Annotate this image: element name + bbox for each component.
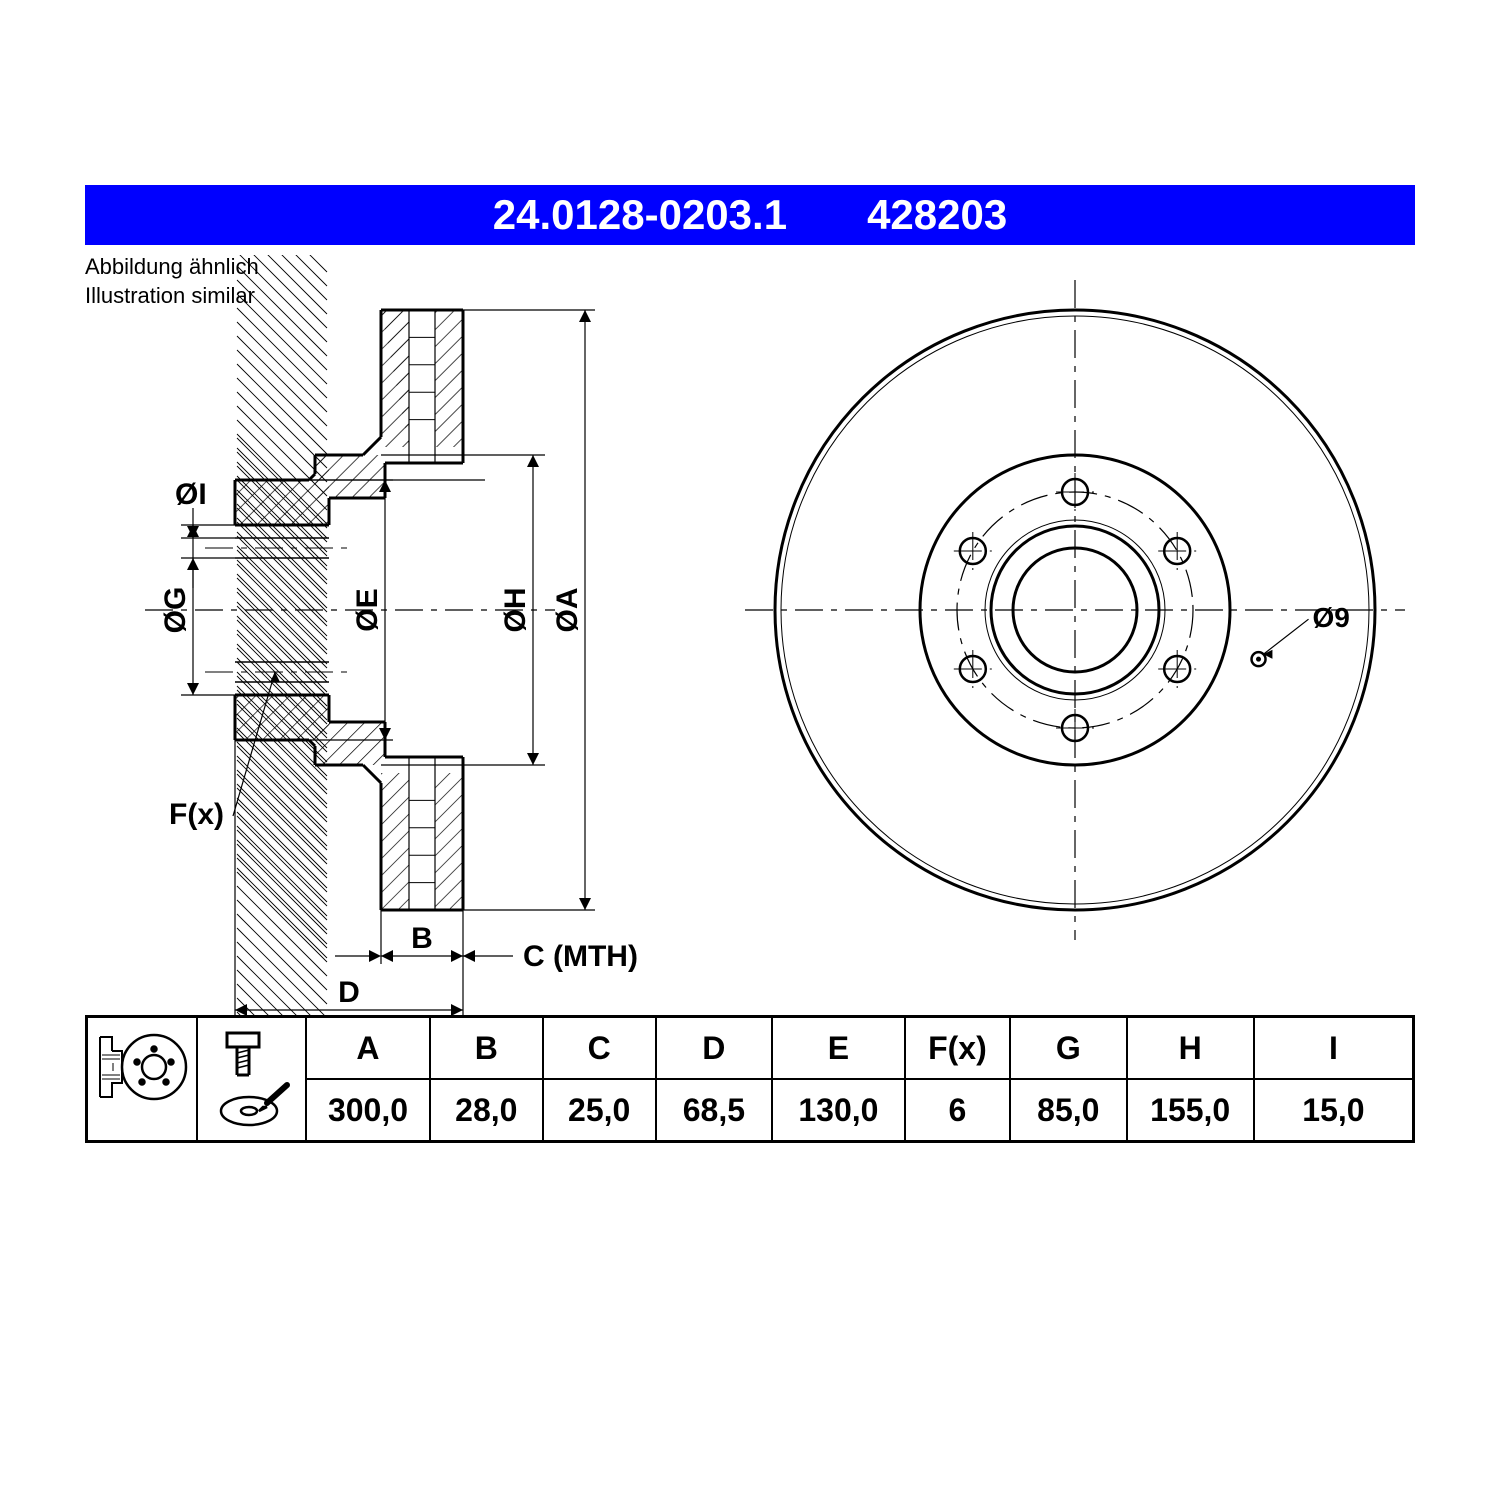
col-value: 25,0 (543, 1079, 656, 1142)
col-header: G (1010, 1017, 1126, 1080)
part-number-2: 428203 (867, 191, 1007, 239)
col-value: 85,0 (1010, 1079, 1126, 1142)
svg-text:ØI: ØI (175, 478, 207, 511)
col-header: F(x) (905, 1017, 1010, 1080)
col-header: D (656, 1017, 772, 1080)
col-value: 68,5 (656, 1079, 772, 1142)
svg-text:ØE: ØE (351, 588, 384, 631)
svg-text:ØA: ØA (551, 588, 584, 633)
svg-text:F(x): F(x) (169, 798, 224, 831)
svg-text:ØH: ØH (499, 588, 532, 633)
svg-text:B: B (411, 922, 433, 955)
col-header: C (543, 1017, 656, 1080)
svg-text:Ø9: Ø9 (1313, 602, 1350, 633)
col-value: 28,0 (430, 1079, 543, 1142)
disc-type-icon (87, 1017, 197, 1142)
col-header: H (1127, 1017, 1254, 1080)
col-value: 15,0 (1254, 1079, 1414, 1142)
svg-text:C (MTH): C (MTH) (523, 940, 638, 973)
col-value: 130,0 (772, 1079, 905, 1142)
technical-drawing: ØA ØH ØE ØG ØI F(x) B C (MTH) D Ø9 (85, 255, 1415, 1015)
bolt-icon (197, 1017, 307, 1142)
svg-text:D: D (338, 976, 360, 1009)
title-bar: 24.0128-0203.1 428203 (85, 185, 1415, 245)
col-value: 155,0 (1127, 1079, 1254, 1142)
col-header: A (306, 1017, 430, 1080)
dimension-table: ABCDEF(x)GHI 300,028,025,068,5130,0685,0… (85, 1015, 1415, 1143)
col-header: B (430, 1017, 543, 1080)
col-value: 300,0 (306, 1079, 430, 1142)
part-number-1: 24.0128-0203.1 (493, 191, 787, 239)
col-header: E (772, 1017, 905, 1080)
svg-text:ØG: ØG (159, 587, 192, 634)
col-value: 6 (905, 1079, 1010, 1142)
col-header: I (1254, 1017, 1414, 1080)
